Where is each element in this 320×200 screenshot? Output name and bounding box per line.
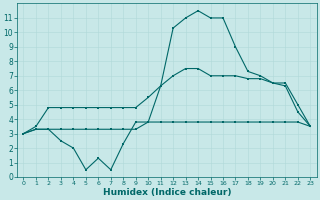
X-axis label: Humidex (Indice chaleur): Humidex (Indice chaleur) <box>103 188 231 197</box>
